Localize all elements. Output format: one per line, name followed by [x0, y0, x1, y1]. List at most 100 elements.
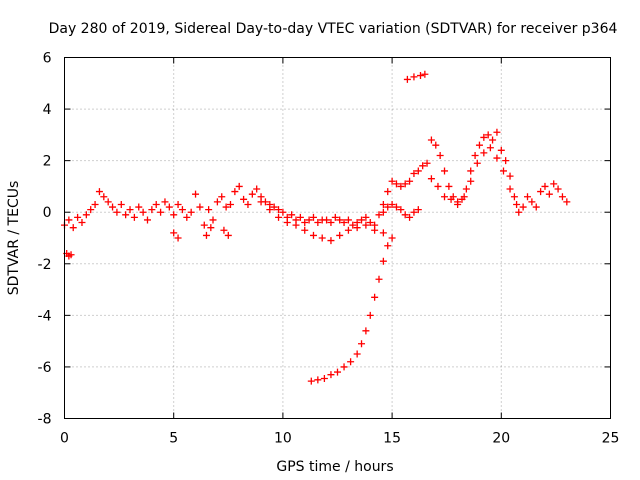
y-tick-label: -6 [38, 360, 52, 376]
data-point [379, 200, 387, 208]
data-point [445, 182, 453, 190]
data-point [421, 70, 429, 78]
data-point [279, 208, 287, 216]
data-point [436, 151, 444, 159]
data-point [314, 376, 322, 384]
data-point [419, 162, 427, 170]
data-point [139, 208, 147, 216]
data-point [371, 226, 379, 234]
data-point [152, 200, 160, 208]
x-tick-label: 25 [602, 431, 620, 447]
data-point [323, 216, 331, 224]
data-point [410, 208, 418, 216]
data-point [288, 211, 296, 219]
data-point [388, 177, 396, 185]
x-axis-label: GPS time / hours [276, 459, 393, 475]
data-point [475, 141, 483, 149]
data-point [275, 213, 283, 221]
data-point [401, 180, 409, 188]
data-point [497, 146, 505, 154]
data-point [117, 200, 125, 208]
x-tick-label: 20 [492, 431, 510, 447]
y-tick-label: 4 [43, 102, 52, 118]
data-point [397, 206, 405, 214]
data-point [362, 221, 370, 229]
data-point [423, 159, 431, 167]
data-point [334, 368, 341, 376]
series-main [61, 159, 431, 232]
y-tick-label: 0 [43, 205, 52, 221]
data-point [240, 195, 248, 203]
data-point [554, 185, 562, 193]
series-upper-loop [379, 200, 422, 221]
data-point [235, 182, 243, 190]
data-point [366, 311, 374, 319]
data-point [388, 200, 396, 208]
data-point [78, 219, 86, 227]
data-point [375, 275, 383, 283]
data-point [178, 206, 186, 214]
data-point [462, 185, 470, 193]
x-tick-label: 10 [274, 431, 292, 447]
data-point [545, 190, 553, 198]
data-point [406, 177, 414, 185]
y-tick-label: -2 [38, 257, 52, 273]
data-point [296, 213, 304, 221]
data-point [74, 213, 82, 221]
data-point [270, 203, 278, 211]
data-point [226, 200, 234, 208]
data-point [327, 371, 335, 379]
data-point [410, 73, 418, 81]
data-point [161, 198, 169, 206]
data-point [187, 208, 195, 216]
x-tick-labels: 0 5 10 15 20 25 [60, 431, 619, 447]
series-small-drops [170, 224, 232, 242]
data-point [506, 185, 514, 193]
data-point [301, 226, 309, 234]
data-point [157, 208, 165, 216]
y-axis-label: SDTVAR / TECUs [6, 181, 22, 296]
data-point [340, 219, 348, 227]
x-tick-label: 5 [169, 431, 178, 447]
data-point [493, 128, 501, 136]
data-point [480, 149, 488, 157]
data-point [148, 206, 156, 214]
data-point [183, 213, 191, 221]
data-point [467, 177, 475, 185]
data-point [532, 203, 540, 211]
data-point [122, 211, 130, 219]
data-point [218, 193, 226, 201]
data-point [528, 198, 536, 206]
data-point [375, 211, 383, 219]
y-tick-label: 6 [43, 51, 52, 67]
data-points [61, 70, 571, 385]
y-tick-label: -4 [38, 308, 52, 324]
x-tick-label: 15 [383, 431, 401, 447]
data-point [406, 213, 414, 221]
data-point [441, 167, 449, 175]
data-point [362, 213, 370, 221]
data-point [432, 141, 440, 149]
data-point [427, 136, 435, 144]
data-point [454, 200, 462, 208]
data-point [257, 198, 265, 206]
data-point [349, 221, 357, 229]
series-lower-loop [257, 198, 387, 245]
data-point [209, 216, 217, 224]
data-point [473, 159, 481, 167]
data-point [344, 216, 352, 224]
data-point [414, 206, 422, 214]
data-point [410, 170, 418, 178]
axis-ticks [64, 57, 611, 419]
y-tick-labels: -8 -6 -4 -2 0 2 4 6 [38, 51, 52, 428]
data-point [467, 167, 475, 175]
data-point [318, 234, 326, 242]
data-point [506, 172, 514, 180]
series-afternoon [427, 128, 571, 216]
data-point [379, 229, 387, 237]
data-point [301, 219, 309, 227]
data-point [493, 154, 501, 162]
data-point [196, 203, 204, 211]
data-point [414, 167, 422, 175]
data-point [222, 203, 230, 211]
